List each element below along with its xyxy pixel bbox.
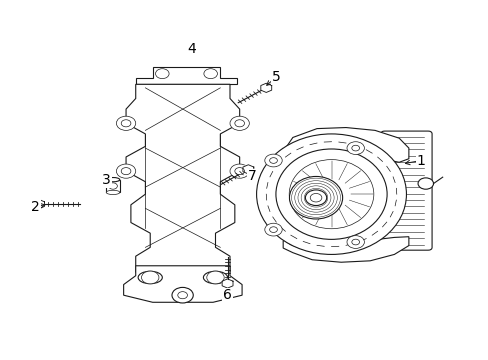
Circle shape <box>305 190 326 206</box>
Circle shape <box>172 287 193 303</box>
Polygon shape <box>283 237 408 262</box>
Text: 1: 1 <box>416 153 425 167</box>
Circle shape <box>417 178 433 189</box>
Circle shape <box>229 116 249 130</box>
Ellipse shape <box>256 134 406 255</box>
Text: 7: 7 <box>247 170 256 184</box>
Ellipse shape <box>275 149 386 239</box>
Circle shape <box>203 69 217 78</box>
Circle shape <box>264 223 282 236</box>
Polygon shape <box>243 165 253 174</box>
Circle shape <box>229 164 249 178</box>
Circle shape <box>346 142 364 154</box>
Ellipse shape <box>203 271 227 284</box>
Polygon shape <box>123 266 242 302</box>
Circle shape <box>346 236 364 248</box>
Ellipse shape <box>289 176 342 219</box>
Polygon shape <box>283 127 408 168</box>
Circle shape <box>269 158 277 163</box>
Text: 4: 4 <box>186 42 195 56</box>
Text: 2: 2 <box>31 199 40 213</box>
Circle shape <box>178 292 187 299</box>
Circle shape <box>309 193 321 202</box>
Circle shape <box>141 271 159 284</box>
Text: 6: 6 <box>223 288 231 302</box>
Ellipse shape <box>138 271 162 284</box>
Ellipse shape <box>301 186 330 210</box>
Ellipse shape <box>106 190 120 194</box>
Polygon shape <box>126 84 239 279</box>
Polygon shape <box>136 67 237 84</box>
Circle shape <box>116 116 136 130</box>
FancyBboxPatch shape <box>380 131 431 250</box>
Circle shape <box>116 164 136 178</box>
Polygon shape <box>222 279 233 288</box>
Ellipse shape <box>294 181 337 215</box>
Circle shape <box>351 145 359 151</box>
Ellipse shape <box>288 159 373 229</box>
Polygon shape <box>34 199 44 209</box>
Text: 3: 3 <box>102 173 111 187</box>
Circle shape <box>351 239 359 245</box>
Circle shape <box>206 271 224 284</box>
Circle shape <box>234 120 244 127</box>
Circle shape <box>264 154 282 167</box>
Circle shape <box>155 69 169 78</box>
Text: 5: 5 <box>271 70 280 84</box>
Circle shape <box>121 120 131 127</box>
Ellipse shape <box>106 177 120 182</box>
Bar <box>106 180 120 192</box>
Polygon shape <box>260 83 271 93</box>
Circle shape <box>121 168 131 175</box>
Ellipse shape <box>291 178 340 217</box>
Ellipse shape <box>304 188 327 207</box>
Circle shape <box>269 227 277 233</box>
Ellipse shape <box>297 183 333 212</box>
Circle shape <box>234 168 244 175</box>
Circle shape <box>108 183 117 189</box>
